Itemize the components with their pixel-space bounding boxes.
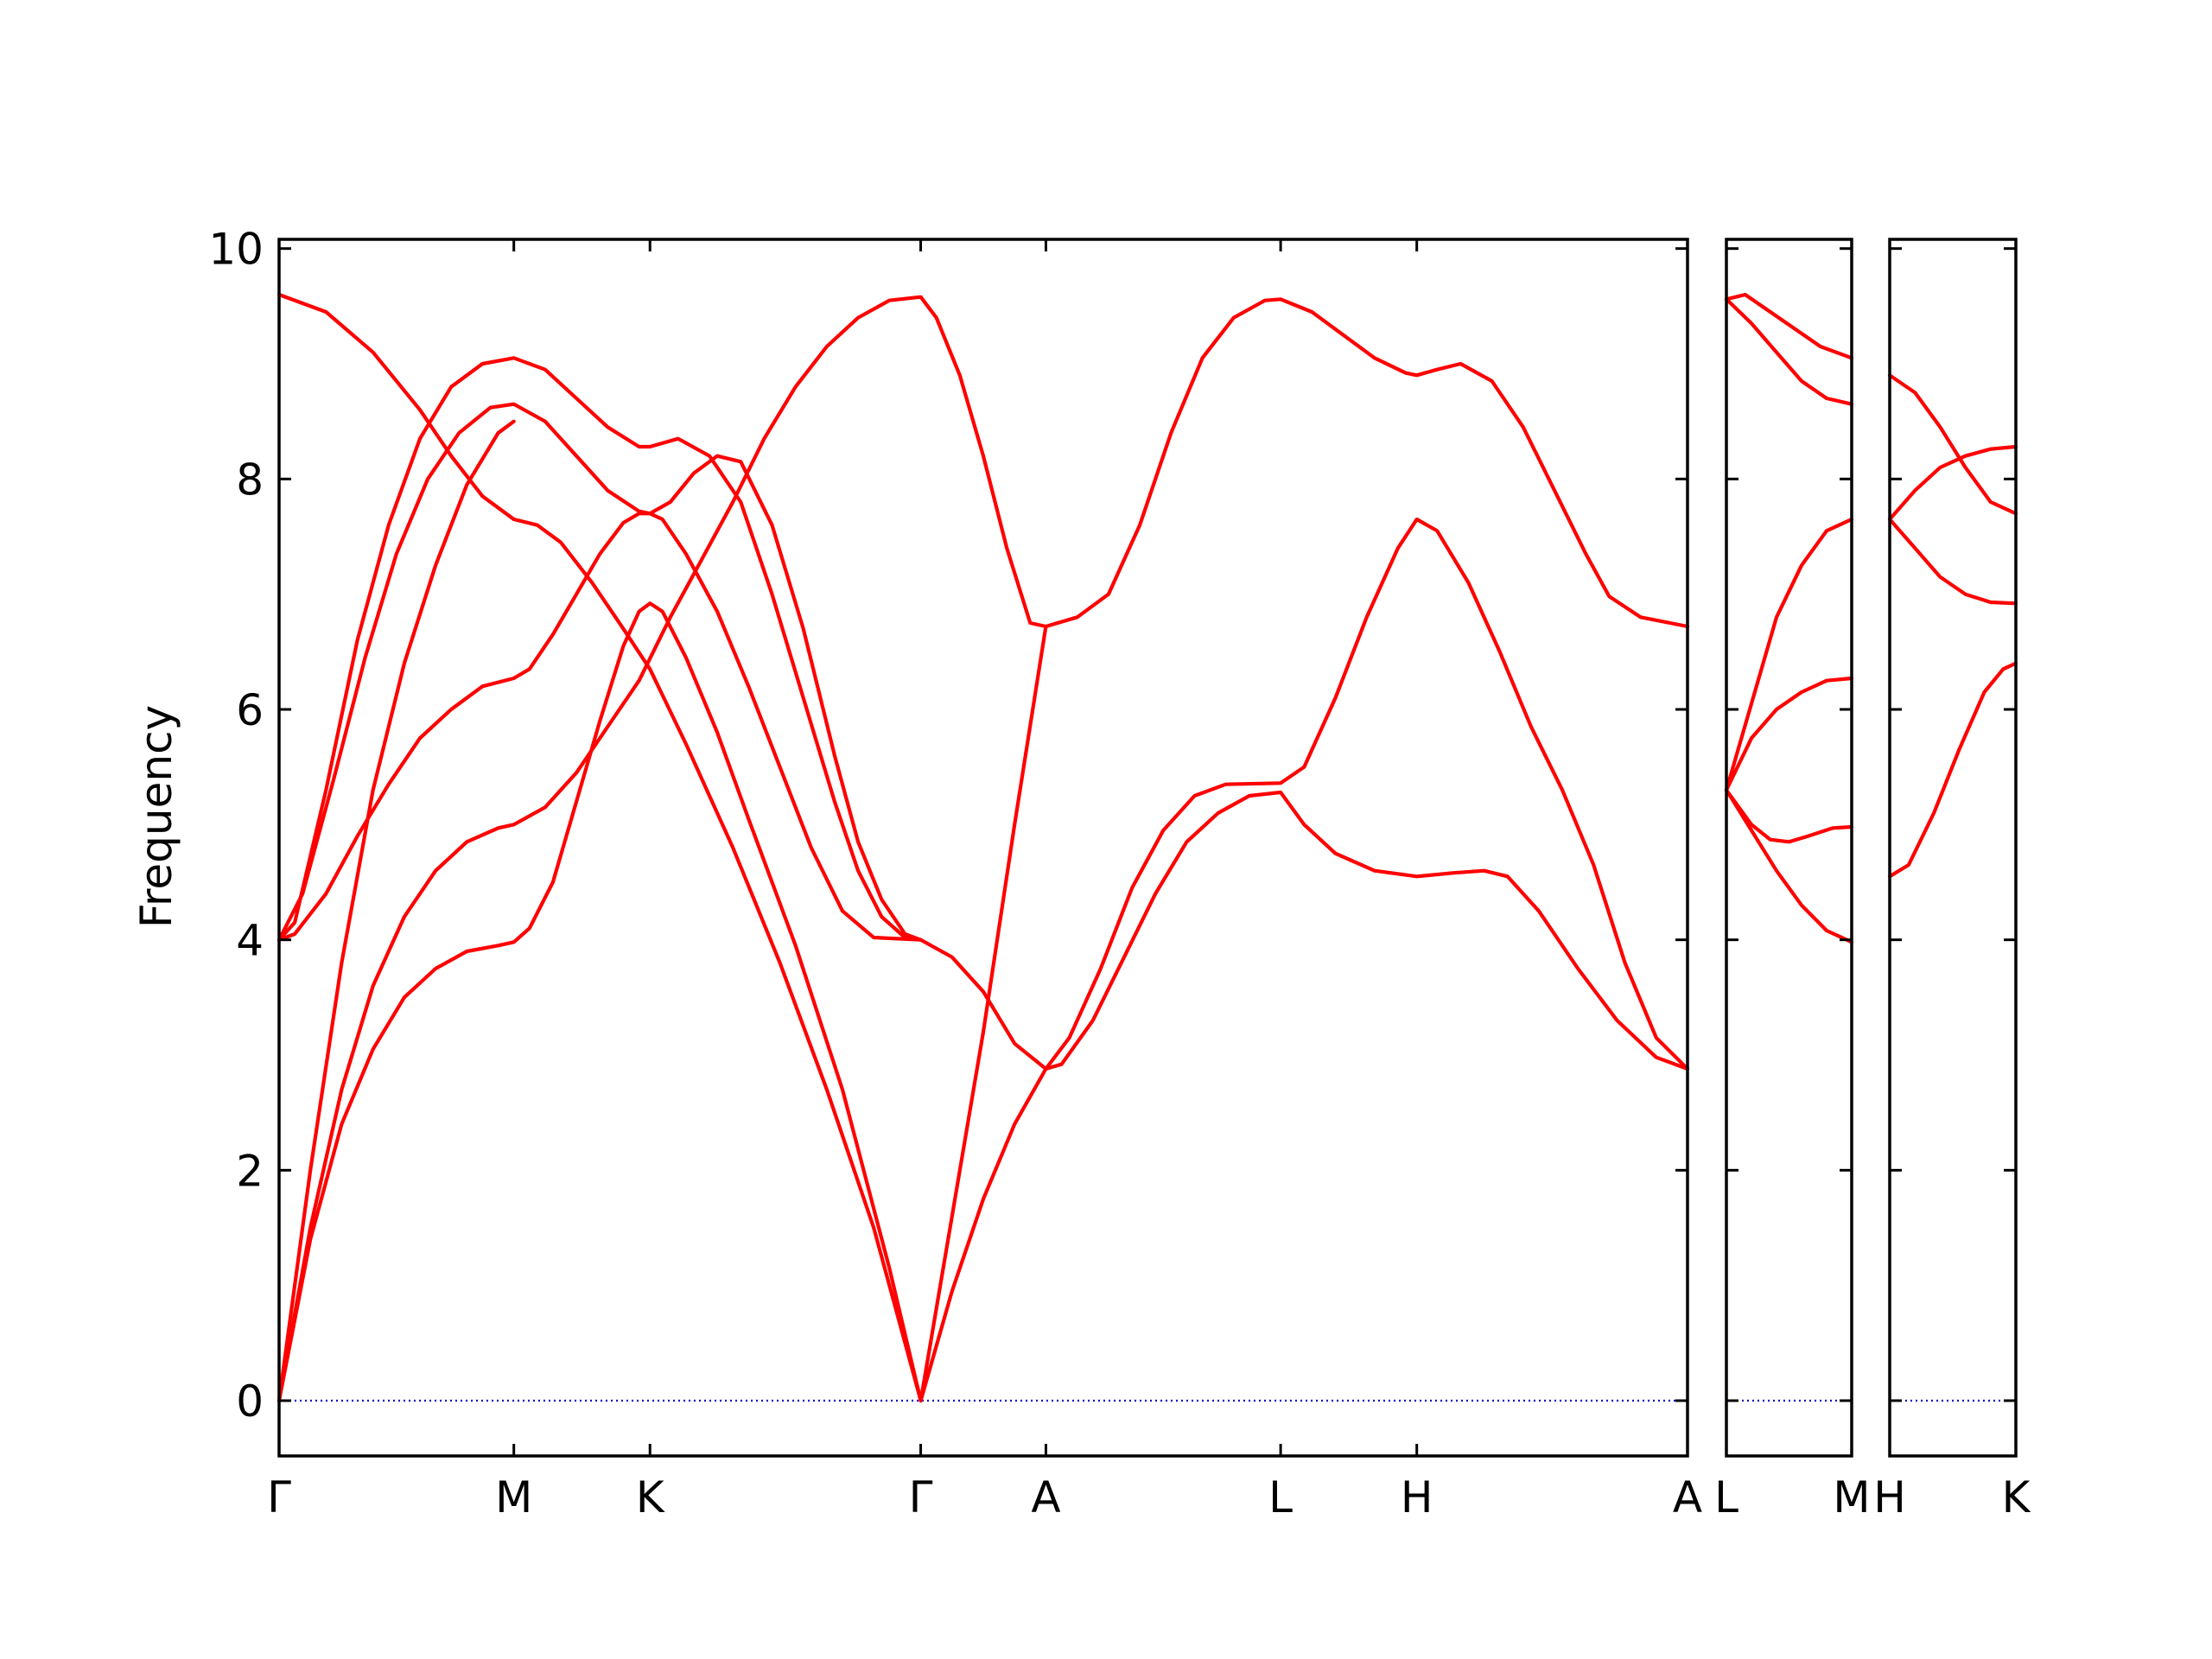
band-line-3-3 (1887, 517, 2018, 606)
panel-1: 0 2 4 6 8 10 Γ M K Γ A L H A (208, 225, 1702, 1522)
band-line-1-7 (276, 419, 516, 1403)
band-line-2-6 (1724, 788, 1854, 944)
panel-frame (1888, 238, 2018, 1458)
band-line-1-8 (918, 624, 1048, 1403)
band-line-3-2 (1887, 444, 2018, 522)
panel-frame (277, 238, 1689, 1458)
band-line-1-6 (276, 356, 923, 942)
x-tick-label: H (1401, 1472, 1433, 1522)
band-line-2-2 (1724, 297, 1854, 406)
band-line-3-4 (1887, 661, 2018, 879)
band-line-1-3 (276, 295, 1690, 1403)
band-line-2-5 (1724, 788, 1854, 844)
y-tick-label: 10 (208, 225, 264, 275)
x-tick-label: Γ (267, 1472, 291, 1522)
x-tick-label: A (1031, 1472, 1060, 1522)
panel-frame (1725, 238, 1853, 1458)
y-tick-label: 4 (236, 916, 264, 966)
x-tick-label: K (636, 1472, 665, 1522)
band-line-1-2 (276, 601, 923, 1403)
band-line-3-1 (1887, 373, 2018, 516)
band-line-1-9 (918, 517, 1690, 1403)
x-tick-label: Γ (909, 1472, 933, 1522)
band-line-2-1 (1724, 292, 1854, 360)
band-line-2-3 (1724, 517, 1854, 792)
x-tick-label: A (1673, 1472, 1702, 1522)
x-tick-label: M (1833, 1472, 1870, 1522)
band-line-2-4 (1724, 676, 1854, 792)
x-tick-label: L (1714, 1472, 1738, 1522)
x-tick-label: H (1873, 1472, 1906, 1522)
x-tick-label: K (2002, 1472, 2031, 1522)
band-line-1-1 (276, 292, 923, 1403)
y-tick-label: 0 (236, 1376, 264, 1427)
y-tick-label: 2 (236, 1146, 264, 1196)
y-tick-label: 6 (236, 685, 264, 735)
y-tick-label: 8 (236, 454, 264, 505)
x-tick-label: M (495, 1472, 532, 1522)
y-axis-label: Frequency (131, 705, 181, 928)
band-line-1-5 (276, 402, 923, 942)
x-tick-label: L (1268, 1472, 1293, 1522)
